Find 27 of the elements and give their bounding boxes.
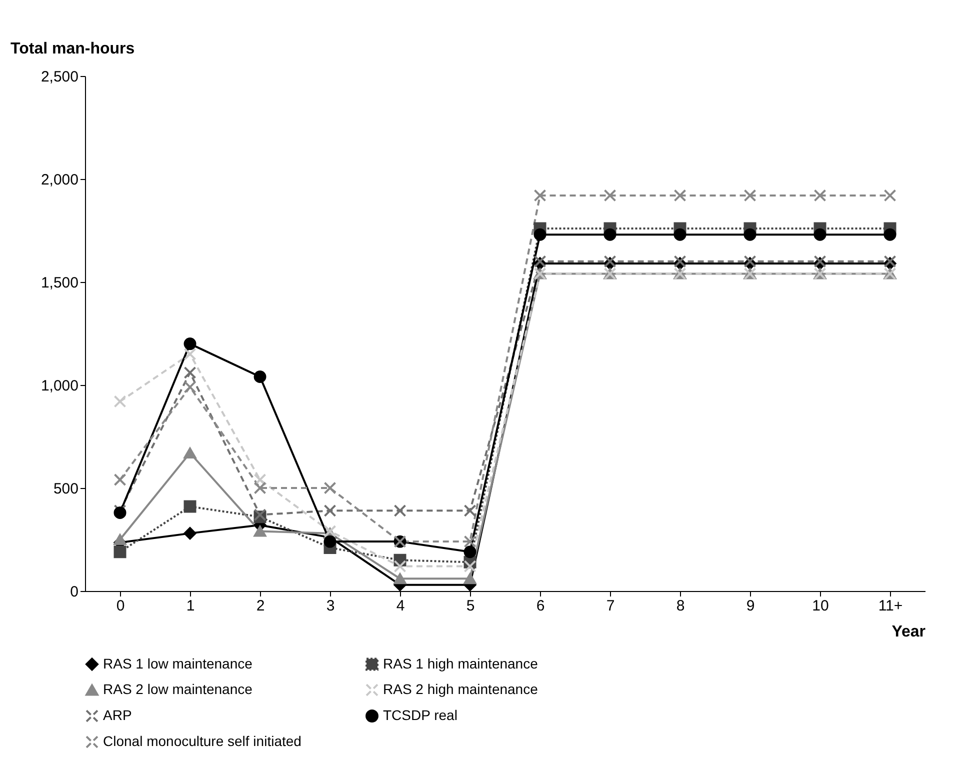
x-tick-label: 9 xyxy=(746,598,755,614)
legend-label: ARP xyxy=(103,707,132,723)
y-tick-label: 1,500 xyxy=(40,274,78,292)
x-tick-label: 11+ xyxy=(878,598,903,614)
x-tick-label: 2 xyxy=(256,598,265,614)
y-tick-label: 2,500 xyxy=(40,68,78,86)
legend-label: RAS 2 low maintenance xyxy=(103,681,253,697)
legend-label: RAS 1 low maintenance xyxy=(103,655,253,672)
y-tick-label: 2,000 xyxy=(40,172,78,188)
x-tick-label: 1 xyxy=(186,598,195,614)
legend-label: RAS 2 high maintenance xyxy=(383,681,538,697)
x-tick-label: 10 xyxy=(812,598,829,614)
legend-label: TCSDP real xyxy=(383,707,458,723)
x-tick-label: 6 xyxy=(536,598,545,614)
x-tick-label: 7 xyxy=(606,598,615,614)
x-tick-label: 8 xyxy=(676,598,685,614)
x-tick-label: 4 xyxy=(396,598,405,614)
x-axis-title: Year xyxy=(892,624,926,640)
x-tick-label: 3 xyxy=(326,598,335,614)
x-tick-label: 5 xyxy=(466,598,475,614)
y-tick-label: 500 xyxy=(53,480,78,498)
legend-label: Clonal monoculture self initiated xyxy=(103,733,302,749)
y-tick-label: 1,000 xyxy=(40,378,78,394)
y-axis-title: Total man-hours xyxy=(10,40,135,58)
y-tick-label: 0 xyxy=(70,584,78,600)
legend-label: RAS 1 high maintenance xyxy=(383,655,538,672)
x-tick-label: 0 xyxy=(116,598,125,614)
